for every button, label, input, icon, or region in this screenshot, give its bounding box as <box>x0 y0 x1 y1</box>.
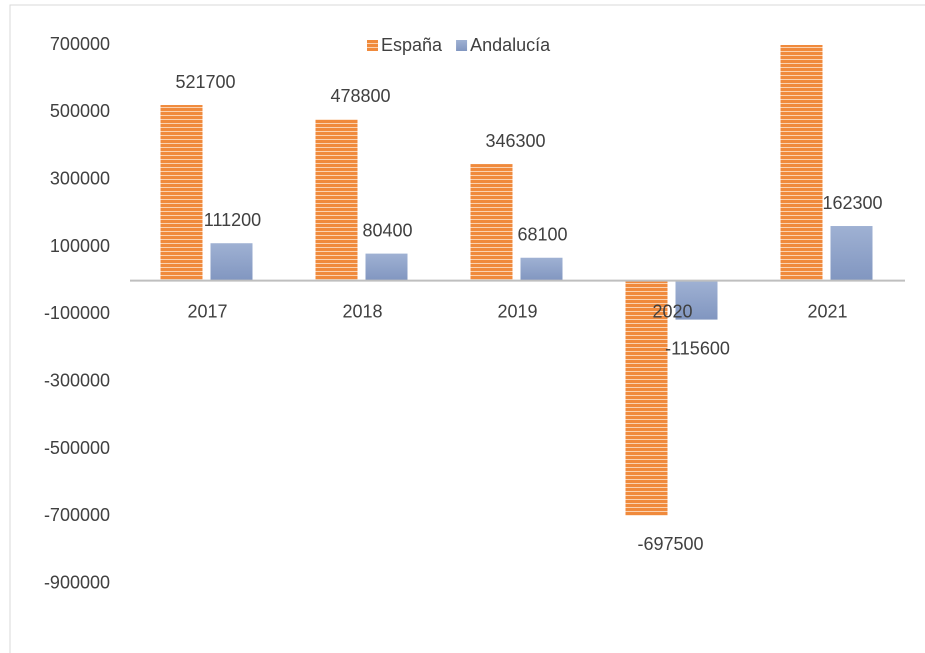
data-label: 68100 <box>517 224 567 244</box>
y-tick-label: -300000 <box>44 370 110 390</box>
data-label: 478800 <box>330 86 390 106</box>
x-tick-label: 2019 <box>497 301 537 321</box>
legend-label: España <box>381 35 443 55</box>
data-label: -115600 <box>665 338 730 358</box>
data-label: -697500 <box>637 534 703 554</box>
bar <box>470 164 513 281</box>
bar <box>365 253 408 281</box>
bar <box>675 280 718 320</box>
bar <box>830 226 873 281</box>
y-tick-label: 500000 <box>50 101 110 121</box>
y-tick-label: -900000 <box>44 572 110 592</box>
legend-swatch <box>456 40 468 51</box>
x-tick-label: 2018 <box>342 301 382 321</box>
y-tick-label: -100000 <box>44 303 110 323</box>
bar <box>315 119 358 281</box>
data-label: 521700 <box>175 72 235 92</box>
bar <box>520 257 563 281</box>
bar <box>780 45 823 281</box>
y-tick-label: 300000 <box>50 168 110 188</box>
y-tick-label: -500000 <box>44 438 110 458</box>
chart-frame <box>9 4 925 653</box>
data-label: 346300 <box>485 131 545 151</box>
data-label: 162300 <box>822 193 882 213</box>
bar <box>625 280 668 516</box>
bar <box>210 243 253 281</box>
bar <box>160 105 203 281</box>
y-tick-label: -700000 <box>44 505 110 525</box>
y-tick-label: 700000 <box>50 34 110 54</box>
data-label: 111200 <box>204 210 261 230</box>
legend-swatch <box>367 40 378 51</box>
y-tick-label: 100000 <box>50 236 110 256</box>
data-label: 80400 <box>362 220 412 240</box>
x-tick-label: 2017 <box>187 301 227 321</box>
legend-label: Andalucía <box>470 35 551 55</box>
x-tick-label: 2021 <box>807 301 847 321</box>
x-tick-label: 2020 <box>652 301 692 321</box>
